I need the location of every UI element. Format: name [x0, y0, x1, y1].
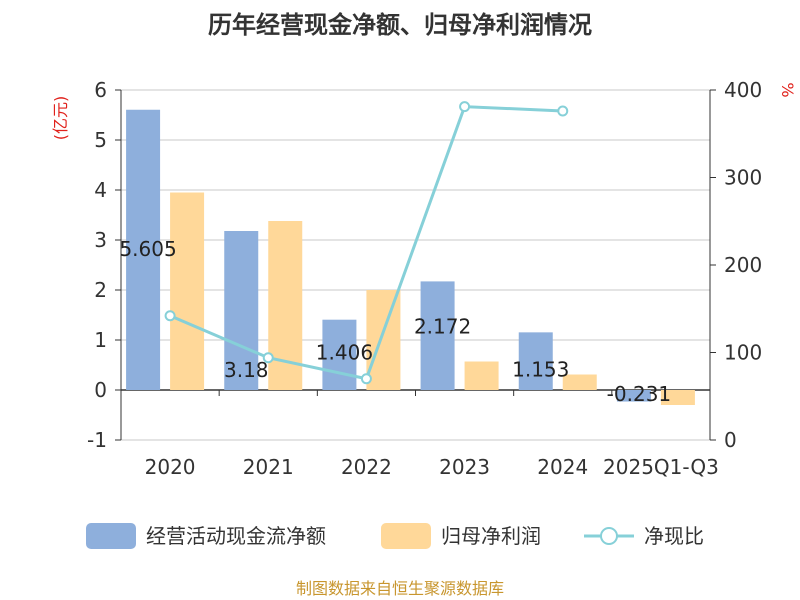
left-axis-unit: (亿元)	[51, 96, 70, 141]
cashflow-value-label: 1.406	[316, 341, 373, 365]
bar-cashflow	[126, 109, 161, 390]
category-label: 2020	[145, 455, 196, 479]
left-tick-label: 2	[94, 278, 107, 302]
legend-label-profit: 归母净利润	[441, 524, 541, 548]
left-tick-label: 0	[94, 378, 107, 402]
chart-title: 历年经营现金净额、归母净利润情况	[208, 11, 592, 39]
legend-label-ratio: 净现比	[644, 524, 704, 548]
right-tick-label: 300	[724, 166, 762, 190]
category-label: 2023	[439, 455, 490, 479]
legend: 经营活动现金流净额 归母净利润 净现比	[86, 523, 704, 549]
cashflow-value-label: -0.231	[607, 382, 671, 406]
data-labels: 5.605 3.18 1.406 2.172 1.153 -0.231	[119, 237, 671, 406]
left-tick-label: 6	[94, 78, 107, 102]
category-label: 2025Q1-Q3	[603, 455, 719, 479]
category-label: 2022	[341, 455, 392, 479]
bar-cashflow	[420, 281, 455, 390]
line-series	[164, 101, 569, 385]
category-label: 2024	[537, 455, 588, 479]
right-tick-label: 400	[724, 78, 762, 102]
right-tick-label: 200	[724, 253, 762, 277]
cash-ratio-point	[360, 373, 372, 385]
legend-marker-ratio	[600, 527, 618, 545]
left-tick-label: 3	[94, 228, 107, 252]
cash-ratio-point	[262, 352, 274, 364]
bar-cashflow	[518, 332, 553, 390]
cashflow-value-label: 3.18	[224, 358, 269, 382]
bar-cashflow	[616, 390, 651, 402]
bar-cashflow	[322, 319, 357, 390]
cash-ratio-point	[459, 101, 471, 113]
cash-ratio-point	[164, 310, 176, 322]
category-label: 2021	[243, 455, 294, 479]
left-tick-label: 1	[94, 328, 107, 352]
right-tick-label: 100	[724, 341, 762, 365]
right-tick-label: 0	[724, 428, 737, 452]
cashflow-value-label: 1.153	[512, 357, 569, 381]
cash-ratio-point	[557, 105, 569, 117]
bar-profit	[366, 290, 401, 390]
legend-swatch-cashflow	[86, 523, 136, 549]
cashflow-value-label: 2.172	[414, 314, 471, 338]
left-tick-label: 4	[94, 178, 107, 202]
legend-swatch-profit	[381, 523, 431, 549]
legend-label-cashflow: 经营活动现金流净额	[146, 524, 326, 548]
bar-profit	[464, 361, 499, 390]
bar-profit	[170, 192, 205, 390]
right-axis-unit: %	[778, 82, 797, 97]
bar-profit	[562, 374, 597, 390]
bar-profit	[660, 390, 695, 405]
cashflow-value-label: 5.605	[119, 237, 176, 261]
bar-cashflow	[224, 231, 259, 390]
bar-series	[126, 109, 695, 405]
left-tick-label: 5	[94, 128, 107, 152]
left-tick-label: -1	[87, 428, 107, 452]
axes: 6 5 4 3 2 1 0 -1 400 300 200 100 0 2020 2021 2022 2023 20…	[87, 78, 762, 479]
source-note: 制图数据来自恒生聚源数据库	[296, 579, 504, 598]
